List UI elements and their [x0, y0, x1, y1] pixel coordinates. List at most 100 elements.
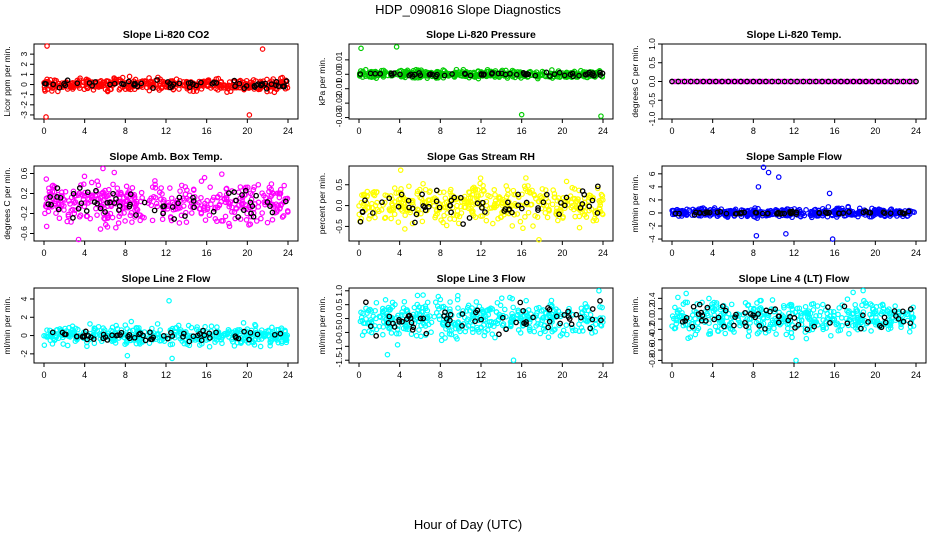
x-tick-label: 12 [161, 370, 171, 380]
y-axis-label: degrees C per min. [630, 45, 640, 117]
data-point [68, 207, 75, 214]
data-point [97, 336, 104, 342]
data-point [551, 327, 557, 334]
data-point [424, 299, 431, 306]
data-point [46, 189, 53, 195]
data-point-black [905, 208, 912, 215]
data-point-black [499, 314, 506, 321]
data-point-black [447, 311, 454, 318]
y-tick-label: 0.0 [334, 199, 344, 211]
data-point [492, 201, 498, 207]
y-axis-label: ml/min per min. [317, 296, 327, 354]
data-point-black [507, 70, 513, 77]
data-point [118, 191, 125, 198]
data-point-black [699, 312, 706, 319]
data-point-black [55, 206, 62, 213]
data-point-black [110, 190, 116, 197]
data-point-black [887, 210, 894, 217]
data-point-black [880, 209, 887, 216]
data-point-black [61, 331, 68, 338]
data-point-black [587, 325, 594, 332]
data-point [796, 305, 803, 312]
data-point-black [907, 306, 914, 312]
data-point-outlier [775, 174, 782, 180]
data-point [133, 200, 140, 207]
data-point-black [403, 316, 410, 322]
data-point [481, 188, 487, 194]
data-point [489, 306, 496, 312]
data-point [706, 295, 712, 302]
data-point [264, 219, 271, 226]
data-point [118, 327, 125, 333]
data-point [403, 324, 410, 330]
data-point [462, 328, 469, 335]
data-point [89, 192, 95, 198]
data-point [253, 218, 260, 224]
data-point-black [102, 209, 108, 215]
data-point-black [791, 315, 798, 321]
data-point [558, 203, 565, 210]
data-point [723, 314, 730, 321]
data-point-black [515, 202, 522, 209]
data-point [176, 220, 183, 226]
data-point [549, 201, 556, 208]
data-point-black [597, 298, 603, 304]
data-point [492, 192, 498, 198]
data-point-black [398, 191, 405, 198]
data-point-black [561, 72, 568, 79]
data-point-black [804, 326, 811, 333]
data-point-black [712, 78, 719, 85]
data-point [564, 197, 571, 204]
data-point [557, 333, 564, 339]
data-point [185, 322, 192, 329]
data-point [190, 186, 197, 193]
data-point-black [547, 73, 553, 79]
data-point [478, 213, 484, 219]
data-point-black [176, 80, 183, 87]
y-tick-label: -3 [19, 111, 29, 119]
data-point-black [93, 187, 99, 194]
data-point-black [240, 207, 247, 213]
data-point [284, 208, 291, 214]
data-point-black [226, 190, 232, 196]
y-tick-label: -0.8 [647, 353, 657, 368]
data-point [432, 212, 439, 219]
data-point [755, 317, 762, 324]
data-point [465, 198, 472, 205]
data-point [46, 185, 52, 192]
data-point-black [160, 210, 166, 217]
data-point [91, 327, 97, 334]
page-title: HDP_090816 Slope Diagnostics [375, 2, 561, 17]
data-point-black [250, 213, 257, 220]
data-point-black [844, 78, 851, 85]
data-point [711, 205, 718, 211]
data-point-black [273, 78, 280, 85]
data-point [94, 212, 100, 218]
data-point-black [379, 199, 385, 206]
data-point-black [373, 333, 380, 339]
data-point-black [406, 204, 412, 211]
data-point [82, 189, 88, 196]
data-point [447, 189, 453, 195]
data-point [798, 310, 805, 317]
data-point [265, 327, 272, 334]
data-point-black [141, 199, 148, 206]
data-point-black [732, 314, 738, 321]
data-point-black [513, 319, 519, 326]
data-point-black [540, 199, 547, 206]
data-point-black [545, 324, 552, 331]
data-point [177, 188, 183, 194]
data-point-black [232, 333, 239, 340]
data-point [183, 219, 190, 225]
data-point-black [762, 326, 768, 332]
plot-frame [661, 165, 927, 242]
data-point [887, 322, 894, 329]
y-tick-label: 0.2 [19, 187, 29, 199]
data-point [414, 292, 421, 299]
data-point-black [235, 214, 241, 220]
data-point [99, 81, 105, 88]
x-tick-label: 20 [242, 370, 252, 380]
data-point [416, 327, 422, 333]
data-point-black [84, 189, 91, 196]
data-point-black [363, 299, 369, 306]
